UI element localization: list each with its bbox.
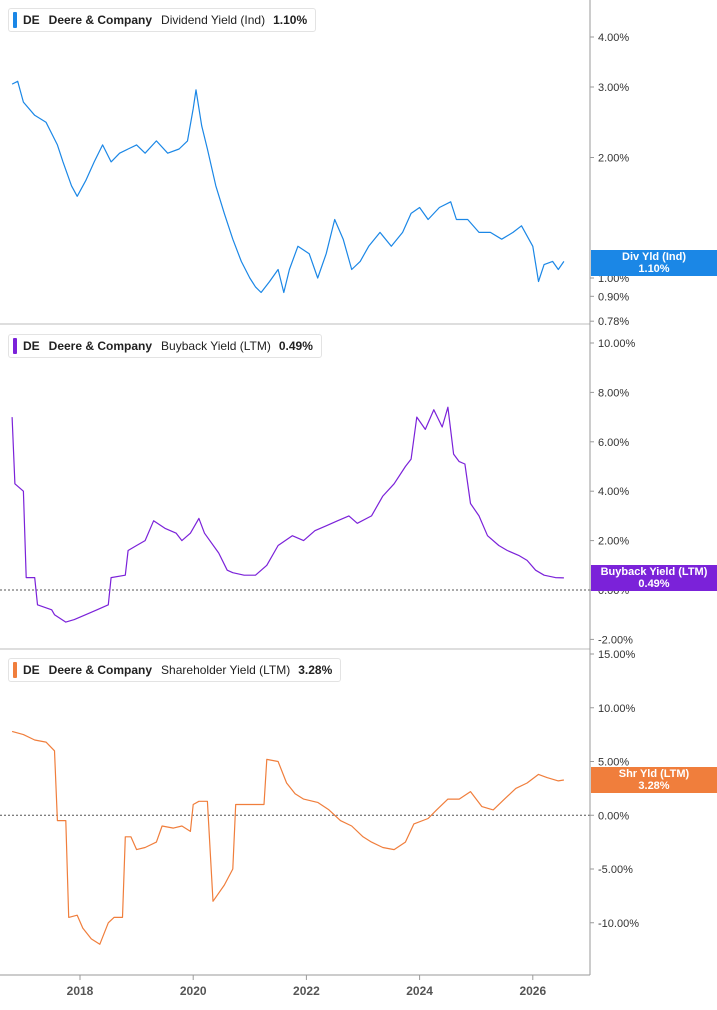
- legend-metric: Buyback Yield (LTM): [161, 339, 271, 353]
- legend-value: 3.28%: [298, 663, 333, 677]
- y-tick-label: 8.00%: [598, 387, 629, 399]
- legend-buyback: DE Deere & Company Buyback Yield (LTM) 0…: [8, 334, 322, 358]
- flag-label: Shr Yld (LTM): [618, 768, 690, 780]
- y-tick-label: 0.78%: [598, 316, 629, 328]
- y-tick-label: 2.00%: [598, 153, 629, 165]
- legend-shareholder: DE Deere & Company Shareholder Yield (LT…: [8, 658, 342, 682]
- y-tick-label: 10.00%: [598, 703, 636, 715]
- y-tick-label: -5.00%: [598, 864, 633, 876]
- legend-ticker: DE: [23, 339, 40, 353]
- flag-value: 0.49%: [638, 578, 670, 590]
- series-line-1: [11, 406, 564, 623]
- legend-company: Deere & Company: [48, 339, 153, 353]
- x-tick-label: 2018: [67, 984, 94, 998]
- legend-swatch-dividend: [13, 12, 17, 28]
- legend-swatch-shareholder: [13, 662, 17, 678]
- legend-metric: Dividend Yield (Ind): [161, 13, 266, 27]
- legend-company: Deere & Company: [48, 13, 153, 27]
- x-tick-label: 2024: [406, 984, 433, 998]
- y-tick-label: 15.00%: [598, 649, 636, 661]
- x-tick-label: 2026: [519, 984, 546, 998]
- flag-value: 1.10%: [638, 263, 670, 275]
- legend-metric: Shareholder Yield (LTM): [161, 663, 291, 677]
- y-tick-label: -2.00%: [598, 634, 633, 646]
- y-tick-label: -10.00%: [598, 918, 639, 930]
- x-tick-label: 2020: [180, 984, 207, 998]
- y-tick-label: 0.00%: [598, 810, 629, 822]
- y-tick-label: 10.00%: [598, 338, 636, 350]
- flag-value: 3.28%: [638, 780, 670, 792]
- y-tick-label: 3.00%: [598, 82, 629, 94]
- y-tick-label: 5.00%: [598, 757, 629, 769]
- flag-label: Div Yld (Ind): [622, 251, 686, 263]
- y-tick-label: 0.90%: [598, 291, 629, 303]
- y-tick-label: 4.00%: [598, 32, 629, 44]
- legend-ticker: DE: [23, 663, 40, 677]
- legend-ticker: DE: [23, 13, 40, 27]
- value-flag-buyback: Buyback Yield (LTM) 0.49%: [591, 565, 717, 591]
- y-tick-label: 6.00%: [598, 437, 629, 449]
- flag-label: Buyback Yield (LTM): [600, 566, 708, 578]
- series-line-0: [11, 80, 565, 294]
- y-tick-label: 4.00%: [598, 486, 629, 498]
- legend-dividend: DE Deere & Company Dividend Yield (Ind) …: [8, 8, 317, 32]
- legend-swatch-buyback: [13, 338, 17, 354]
- series-line-2: [11, 730, 564, 945]
- legend-value: 0.49%: [278, 339, 313, 353]
- value-flag-shareholder: Shr Yld (LTM) 3.28%: [591, 767, 717, 793]
- value-flag-dividend: Div Yld (Ind) 1.10%: [591, 250, 717, 276]
- legend-value: 1.10%: [273, 13, 308, 27]
- legend-company: Deere & Company: [48, 663, 153, 677]
- y-tick-label: 2.00%: [598, 536, 629, 548]
- x-tick-label: 2022: [293, 984, 320, 998]
- y-tick-label: 1.00%: [598, 273, 629, 285]
